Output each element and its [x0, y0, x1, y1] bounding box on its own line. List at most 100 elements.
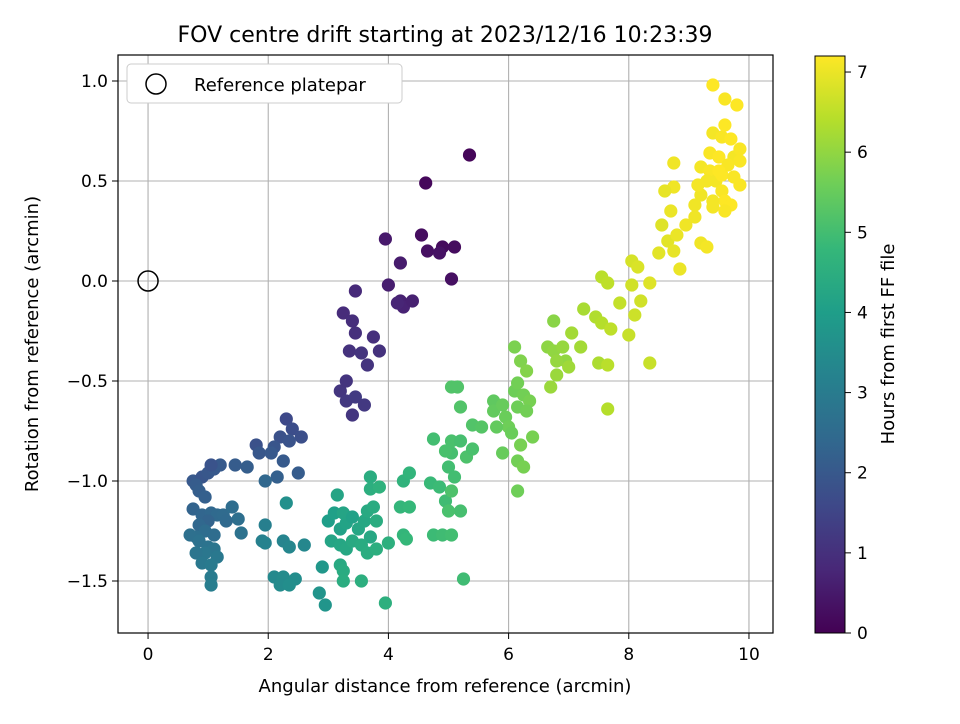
data-point [213, 458, 227, 472]
data-point [456, 572, 471, 586]
data-point [432, 246, 447, 260]
data-point [414, 228, 429, 242]
data-point [258, 474, 272, 488]
data-point [550, 368, 564, 382]
data-point [366, 500, 380, 514]
data-point [273, 578, 287, 592]
data-point [465, 442, 480, 456]
data-point [378, 596, 392, 610]
data-point [348, 326, 362, 340]
data-point [655, 218, 669, 232]
data-point [718, 118, 732, 132]
chart-title: FOV centre drift starting at 2023/12/16 … [178, 23, 713, 48]
data-point [727, 170, 741, 184]
data-point [345, 408, 359, 422]
data-point [402, 500, 416, 514]
data-point [730, 98, 744, 112]
colorbar-tick-label: 6 [857, 143, 868, 163]
data-point [426, 432, 441, 446]
data-point [444, 528, 459, 542]
data-point [219, 514, 233, 528]
data-point [667, 244, 681, 258]
data-point [405, 294, 419, 308]
data-point [258, 518, 272, 532]
legend-reference-marker [145, 73, 167, 95]
data-point [270, 470, 284, 484]
data-point [348, 390, 362, 404]
y-axis-label: Rotation from reference (arcmin) [22, 196, 43, 492]
data-point [330, 488, 344, 502]
data-point [282, 434, 296, 448]
x-tick-label: 4 [383, 645, 394, 665]
data-point [441, 460, 456, 474]
data-point [453, 504, 468, 518]
data-point [652, 246, 666, 260]
data-point [667, 156, 681, 170]
data-point [420, 244, 435, 258]
y-tick-label: −0.5 [67, 372, 108, 392]
data-point [712, 164, 726, 178]
data-point [625, 278, 639, 292]
data-point [565, 326, 579, 340]
data-point [204, 578, 218, 592]
data-point [643, 356, 657, 370]
data-point [547, 314, 561, 328]
data-points [183, 78, 747, 612]
colorbar-tick-label: 3 [857, 384, 868, 404]
data-point [444, 272, 459, 286]
data-point [291, 466, 305, 480]
x-tick-label: 8 [623, 645, 634, 665]
data-point [369, 514, 383, 528]
data-point [240, 460, 254, 474]
data-point [447, 470, 462, 484]
data-point [372, 344, 386, 358]
data-point [577, 302, 591, 316]
data-point [438, 494, 453, 508]
data-point [336, 306, 350, 320]
data-point [393, 256, 407, 270]
data-point [294, 430, 308, 444]
data-point [604, 322, 618, 336]
data-point [402, 466, 416, 480]
data-point [706, 78, 720, 92]
colorbar-tick-label: 2 [857, 464, 868, 484]
data-point [354, 574, 368, 588]
data-point [315, 560, 329, 574]
data-point [550, 354, 564, 368]
data-point [372, 480, 386, 494]
data-point [574, 340, 588, 354]
data-point [520, 364, 534, 378]
data-point [348, 284, 362, 298]
data-point [204, 458, 218, 472]
data-point [390, 296, 404, 310]
data-point [357, 398, 371, 412]
data-point [234, 526, 248, 540]
data-point [432, 480, 447, 494]
x-tick-label: 0 [143, 645, 154, 665]
data-point [339, 374, 353, 388]
data-point [264, 446, 278, 460]
data-point [658, 184, 672, 198]
data-point [631, 260, 645, 274]
reference-platepar-marker [137, 270, 159, 292]
data-point [258, 536, 272, 550]
data-point [336, 564, 350, 578]
data-point [505, 426, 519, 440]
colorbar-tick-label: 1 [857, 544, 868, 564]
data-point [357, 514, 371, 528]
data-point [419, 176, 433, 190]
data-point [715, 184, 729, 198]
y-tick-label: 0.0 [81, 272, 108, 292]
data-point [204, 558, 218, 572]
data-point [688, 198, 702, 212]
data-point [523, 394, 537, 408]
data-point [556, 340, 570, 354]
data-point [354, 346, 368, 360]
data-point [228, 458, 242, 472]
data-point [562, 360, 576, 374]
data-point [544, 380, 558, 394]
data-point [453, 434, 468, 448]
data-point [733, 154, 747, 168]
data-point [318, 598, 332, 612]
